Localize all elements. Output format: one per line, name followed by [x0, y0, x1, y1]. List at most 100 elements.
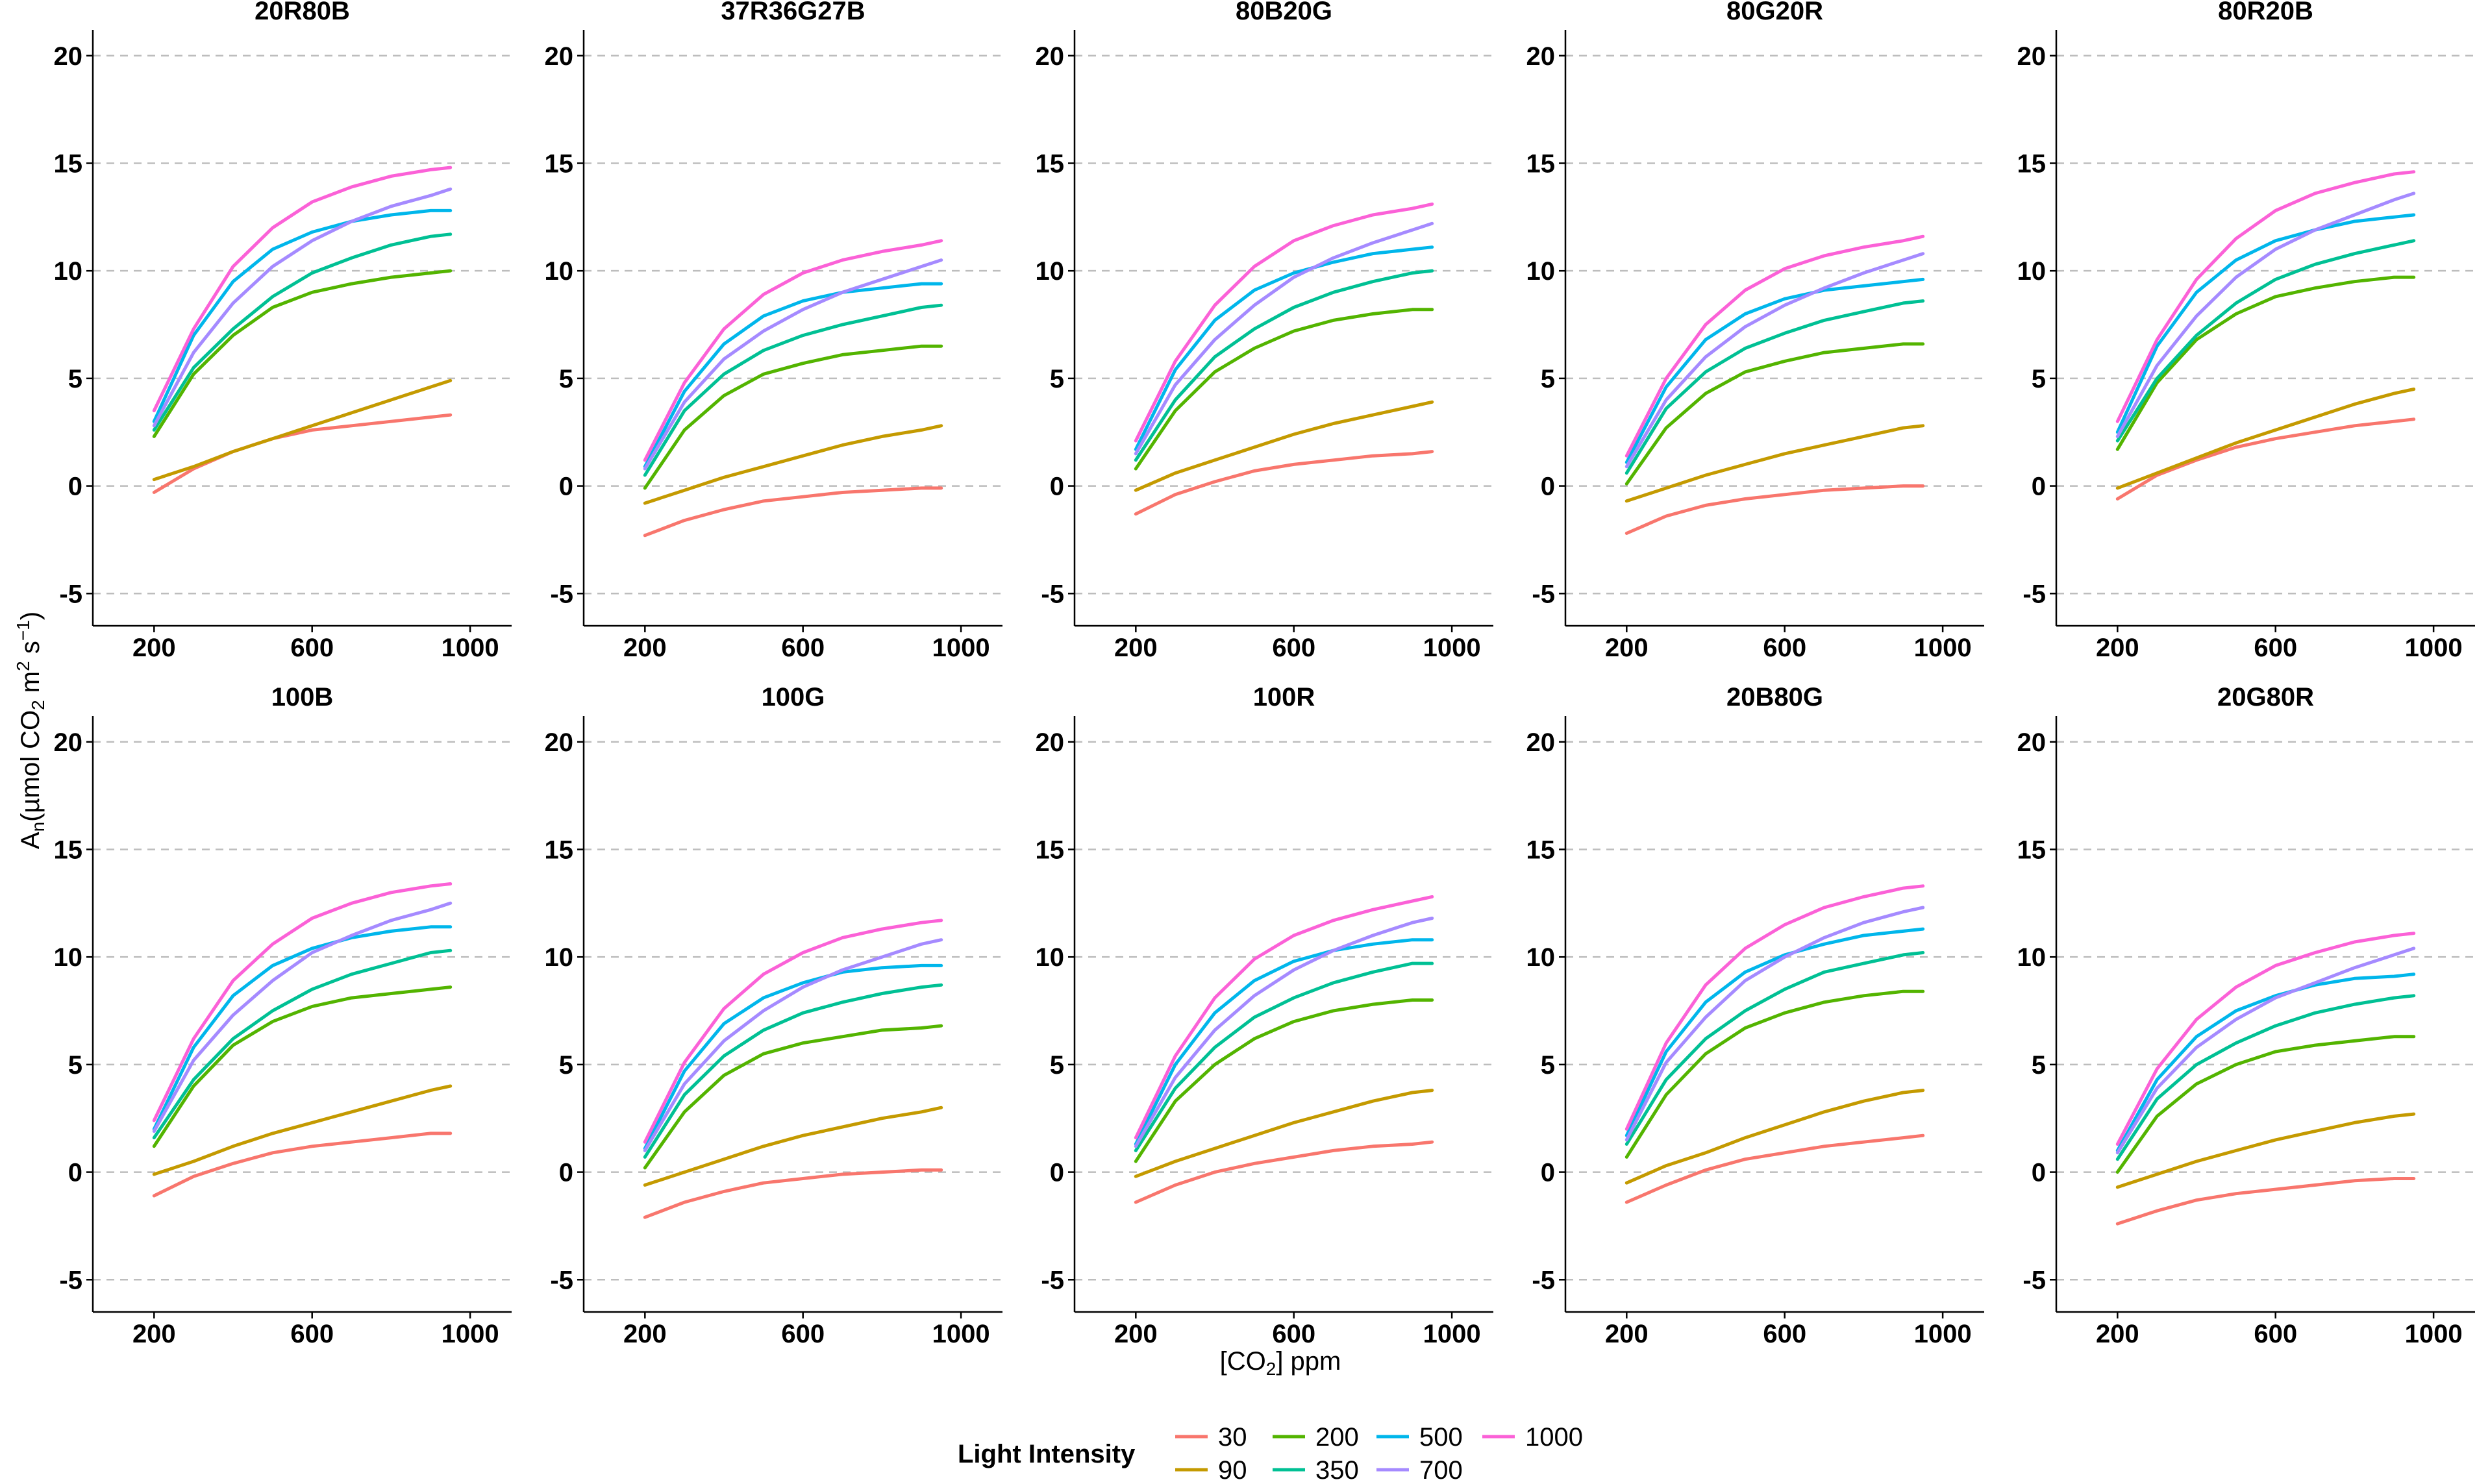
y-tick-label: -5 — [59, 1266, 82, 1294]
series-line-30 — [152, 1132, 453, 1198]
x-tick-label: 600 — [1763, 634, 1806, 662]
panel-title: 80R20B — [2218, 0, 2313, 25]
series-line-350 — [1624, 299, 1925, 475]
y-tick-label: 5 — [1050, 365, 1064, 393]
series-line-200 — [1624, 342, 1925, 486]
panel: 80G20R -5 0 5 10 15 20 200 600 1000 — [1526, 0, 1984, 662]
series-line-1000 — [1624, 884, 1925, 1131]
y-tick-label: 5 — [559, 1051, 573, 1080]
y-tick-label: 20 — [545, 728, 574, 757]
x-tick-label: 200 — [623, 634, 667, 662]
x-tick-label: 1000 — [442, 634, 499, 662]
series-line-200 — [152, 985, 453, 1148]
y-tick-label: -5 — [1532, 1266, 1555, 1294]
y-tick-label: -5 — [1041, 1266, 1064, 1294]
y-tick-label: 20 — [2017, 42, 2047, 71]
panel: 100G -5 0 5 10 15 20 200 600 1000 — [545, 683, 1002, 1348]
series-line-700 — [643, 938, 943, 1152]
y-tick-label: 0 — [68, 473, 82, 501]
x-tick-label: 200 — [1114, 634, 1158, 662]
series-line-30 — [2115, 417, 2416, 501]
y-tick-label: 20 — [54, 42, 83, 71]
y-tick-label: 15 — [2017, 835, 2047, 864]
y-tick-label: 10 — [54, 943, 83, 972]
legend-label: 90 — [1218, 1456, 1247, 1484]
legend-entry-90: 90 — [1175, 1456, 1247, 1484]
x-tick-label: 600 — [1272, 1320, 1315, 1348]
series-line-1000 — [643, 919, 943, 1144]
y-tick-label: 15 — [1526, 835, 1556, 864]
series-line-700 — [1624, 252, 1925, 469]
series-line-1000 — [152, 166, 453, 413]
y-tick-label: 20 — [54, 728, 83, 757]
panel: 80B20G -5 0 5 10 15 20 200 600 1000 — [1036, 0, 1493, 662]
x-tick-label: 600 — [781, 1320, 825, 1348]
series-line-1000 — [2115, 170, 2416, 423]
y-tick-label: 0 — [559, 473, 573, 501]
series-line-200 — [1134, 308, 1434, 471]
series-line-700 — [1134, 221, 1434, 456]
x-tick-label: 1000 — [1914, 1320, 1972, 1348]
y-tick-label: 15 — [1526, 149, 1556, 178]
series-line-350 — [643, 983, 943, 1159]
series-line-90 — [643, 1106, 943, 1187]
series-line-200 — [1624, 989, 1925, 1159]
y-tick-label: 20 — [1526, 728, 1556, 757]
y-tick-label: -5 — [550, 580, 573, 608]
y-tick-label: 0 — [2032, 473, 2046, 501]
x-tick-label: 1000 — [1423, 1320, 1481, 1348]
y-tick-label: 10 — [1526, 943, 1556, 972]
y-tick-label: 0 — [68, 1159, 82, 1187]
legend-entry-350: 350 — [1273, 1456, 1359, 1484]
panel-title: 20R80B — [255, 0, 350, 25]
series-line-200 — [1134, 998, 1434, 1163]
y-axis-title-sup-m: 2 — [13, 661, 33, 671]
series-line-90 — [2115, 388, 2416, 490]
series-line-500 — [643, 963, 943, 1150]
series-line-350 — [152, 232, 453, 432]
y-tick-label: 15 — [545, 835, 574, 864]
series-line-90 — [2115, 1112, 2416, 1189]
panel-title: 100G — [762, 683, 825, 711]
series-line-30 — [1624, 1133, 1925, 1204]
x-tick-label: 200 — [1605, 1320, 1649, 1348]
panel: 80R20B -5 0 5 10 15 20 200 600 1000 — [2017, 0, 2475, 662]
y-tick-label: 5 — [1541, 1051, 1555, 1080]
x-axis-title: [CO2] ppm — [1220, 1347, 1341, 1379]
y-tick-label: -5 — [550, 1266, 573, 1294]
y-tick-label: -5 — [1532, 580, 1555, 608]
series-line-30 — [643, 1168, 943, 1219]
x-tick-label: 200 — [132, 1320, 176, 1348]
y-tick-label: 5 — [2032, 1051, 2046, 1080]
series-line-350 — [1134, 269, 1434, 462]
panel: 100B -5 0 5 10 15 20 200 600 1000 — [54, 683, 512, 1348]
y-tick-label: 0 — [1541, 1159, 1555, 1187]
series-line-30 — [1624, 484, 1925, 535]
y-tick-label: 5 — [559, 365, 573, 393]
series-line-500 — [1624, 277, 1925, 464]
legend-title: Light Intensity — [958, 1440, 1136, 1468]
x-tick-label: 200 — [2096, 634, 2139, 662]
y-tick-label: 5 — [2032, 365, 2046, 393]
y-tick-label: 10 — [2017, 943, 2047, 972]
series-line-500 — [2115, 213, 2416, 434]
y-axis-title-A: A — [16, 832, 45, 849]
y-tick-label: 15 — [54, 835, 83, 864]
series-line-350 — [152, 948, 453, 1140]
series-line-30 — [1134, 1140, 1434, 1204]
series-line-700 — [152, 187, 453, 428]
series-line-30 — [2115, 1177, 2416, 1226]
series-line-500 — [2115, 972, 2416, 1152]
y-tick-label: 10 — [1526, 257, 1556, 286]
y-tick-label: 20 — [1036, 728, 1065, 757]
series-line-200 — [152, 269, 453, 438]
y-tick-label: 5 — [68, 365, 82, 393]
y-tick-label: 10 — [545, 257, 574, 286]
y-tick-label: 10 — [1036, 257, 1065, 286]
x-tick-label: 600 — [2254, 1320, 2297, 1348]
series-line-90 — [152, 378, 453, 482]
series-line-700 — [1134, 917, 1434, 1148]
series-line-500 — [152, 925, 453, 1131]
